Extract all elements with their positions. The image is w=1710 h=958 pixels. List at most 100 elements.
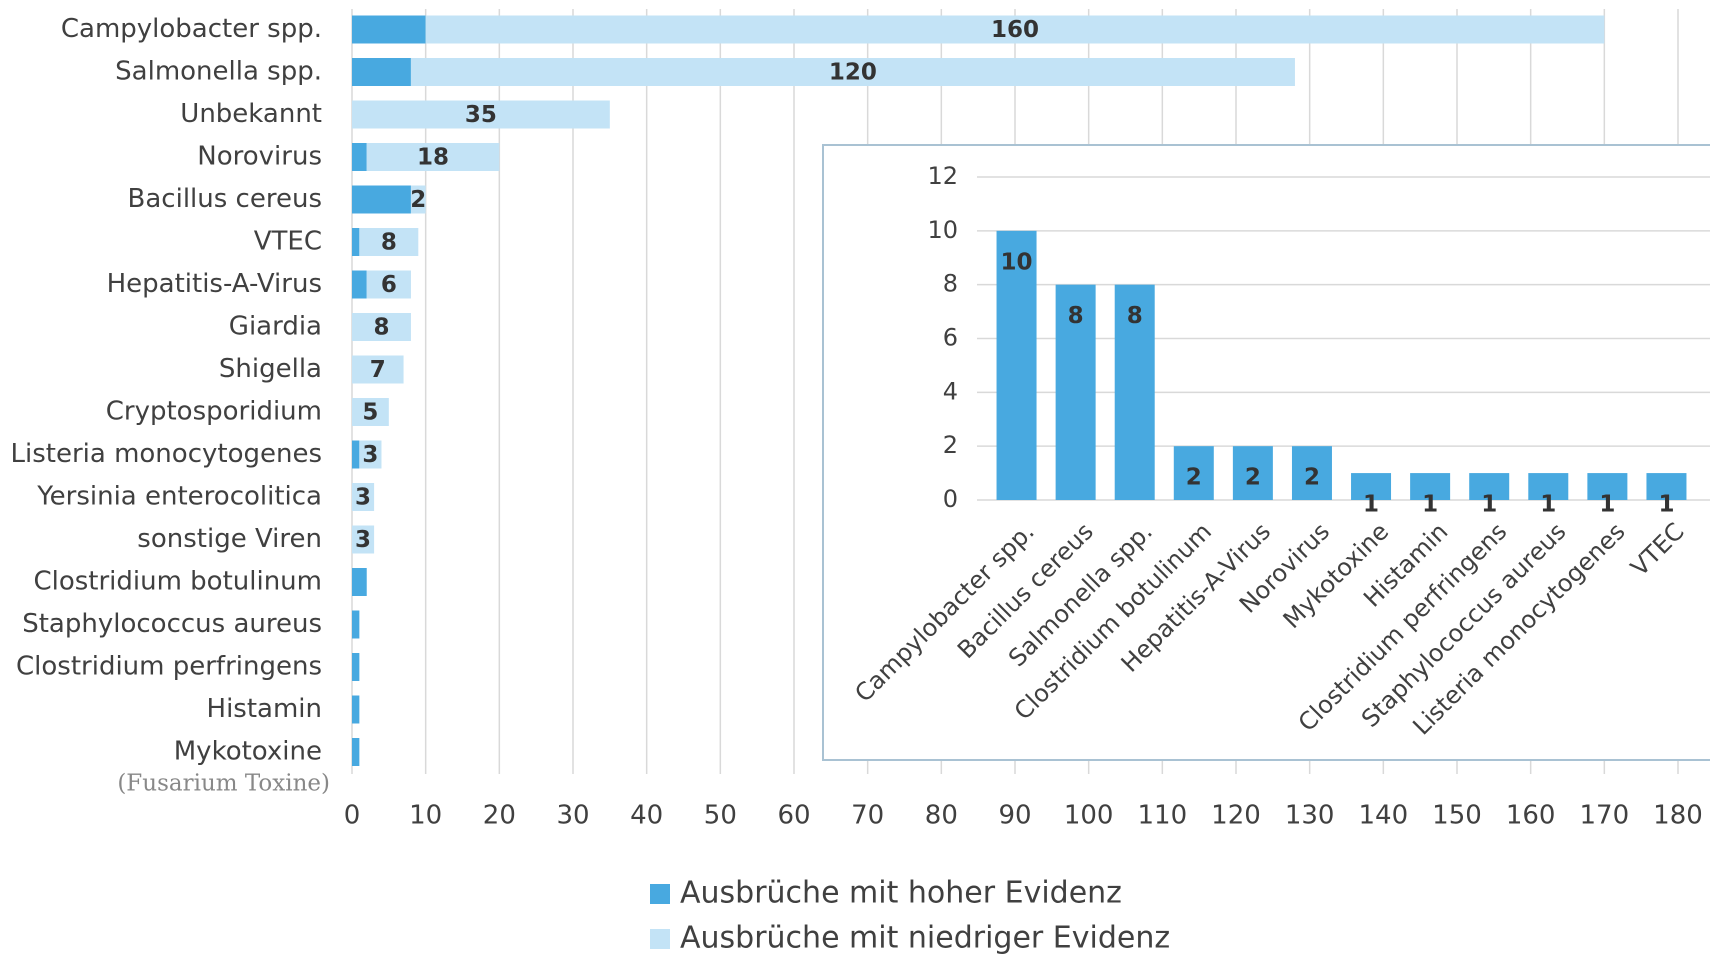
data-label: 1 [1658,492,1674,518]
data-label: 8 [1068,303,1084,329]
bar [1114,284,1155,500]
x-tick-label: 160 [1506,801,1556,831]
x-tick-label: 140 [1359,801,1409,831]
bar-segment [352,313,411,341]
data-label: 1 [1363,492,1379,518]
bar [1528,473,1569,500]
bar [1646,473,1687,500]
x-tick-label: 110 [1138,801,1188,831]
bar [1469,473,1510,500]
x-tick-label: 150 [1432,801,1482,831]
bar-segment [352,100,610,129]
y-tick-label: 6 [943,324,958,352]
y-tick-label: Yersinia enterocolitica [36,482,322,512]
bar [996,230,1037,501]
bar-segment [352,738,360,766]
bar-segment [410,58,1295,86]
bar-segment [359,440,382,469]
y-tick-label: Clostridium perfringens [16,652,322,682]
bar-segment [366,270,411,299]
x-tick-label: 30 [556,801,589,831]
bar-segment [352,695,360,724]
x-tick-label: 40 [630,801,663,831]
bar-segment [352,398,389,426]
x-tick-label: 60 [777,801,810,831]
y-tick-label: Staphylococcus aureus [22,609,322,639]
data-label: 8 [373,315,389,341]
legend-swatch [650,884,670,904]
bar [1055,284,1096,500]
bar-segment [352,270,367,299]
bar-segment [352,610,360,639]
y-tick-label: 12 [927,162,958,190]
x-tick-label: 120 [1211,801,1261,831]
y-tick-label: 2 [943,431,958,459]
y-tick-label: VTEC [254,227,322,257]
y-tick-label: Salmonella spp. [115,57,322,87]
data-label: 2 [1245,465,1261,491]
bar-segment [352,440,360,469]
x-tick-label: 170 [1580,801,1630,831]
data-label: 2 [410,187,426,213]
y-tick-label: Cryptosporidium [106,397,322,427]
bar-segment [352,143,367,171]
bar-segment [352,355,404,384]
y-tick-label: Norovirus [197,142,322,172]
data-label: 2 [1304,465,1320,491]
data-label: 3 [362,442,378,468]
bar-segment [359,228,419,256]
data-label: 10 [1001,249,1033,275]
bar-segment [352,653,360,681]
x-tick-label: 180 [1653,801,1703,831]
data-label: 1 [1422,492,1438,518]
y-tick-label: 8 [943,270,958,298]
y-tick-label: 4 [943,377,958,405]
data-label: 35 [465,102,497,128]
data-label: 5 [362,400,378,426]
x-tick-label: 50 [704,801,737,831]
bar-segment [352,568,367,596]
x-tick-label: 0 [344,801,361,831]
data-label: 8 [381,230,397,256]
data-label: 3 [355,527,371,553]
data-label: 3 [355,485,371,511]
data-label: 160 [991,17,1039,43]
y-tick-label: Shigella [219,354,322,384]
annotation: (Fusarium Toxine) [117,771,330,797]
bar [1173,446,1214,500]
bar-segment [352,483,375,511]
data-label: 1 [1481,492,1497,518]
data-label: 6 [381,272,397,298]
y-tick-label: Unbekannt [180,99,322,129]
bar [1291,446,1332,500]
y-tick-label: 10 [927,216,958,244]
y-tick-label: Mykotoxine [174,737,322,767]
bar-segment [352,525,375,554]
legend-label: Ausbrüche mit niedriger Evidenz [680,921,1170,956]
data-label: 1 [1599,492,1615,518]
y-tick-label: sonstige Viren [137,524,322,554]
legend-label: Ausbrüche mit hoher Evidenz [680,876,1122,911]
y-tick-label: Bacillus cereus [128,184,322,214]
bar-segment [425,15,1605,44]
y-tick-label: Hepatitis-A-Virus [107,269,322,299]
bar-segment [410,185,426,214]
data-label: 1 [1540,492,1556,518]
x-tick-label: 100 [1064,801,1114,831]
bar-segment [366,143,500,171]
bar-segment [352,15,426,44]
x-tick-label: 20 [483,801,516,831]
data-label: 18 [417,145,449,171]
x-tick-label: 130 [1285,801,1335,831]
x-tick-label: 80 [925,801,958,831]
bar [1410,473,1451,500]
bar [1587,473,1628,500]
x-tick-label: 90 [998,801,1031,831]
y-tick-label: Clostridium botulinum [33,567,322,597]
x-tick-label: 10 [409,801,442,831]
bar [1232,446,1273,500]
data-label: 7 [370,357,386,383]
legend-swatch [650,929,670,949]
x-tick-label: 70 [851,801,884,831]
